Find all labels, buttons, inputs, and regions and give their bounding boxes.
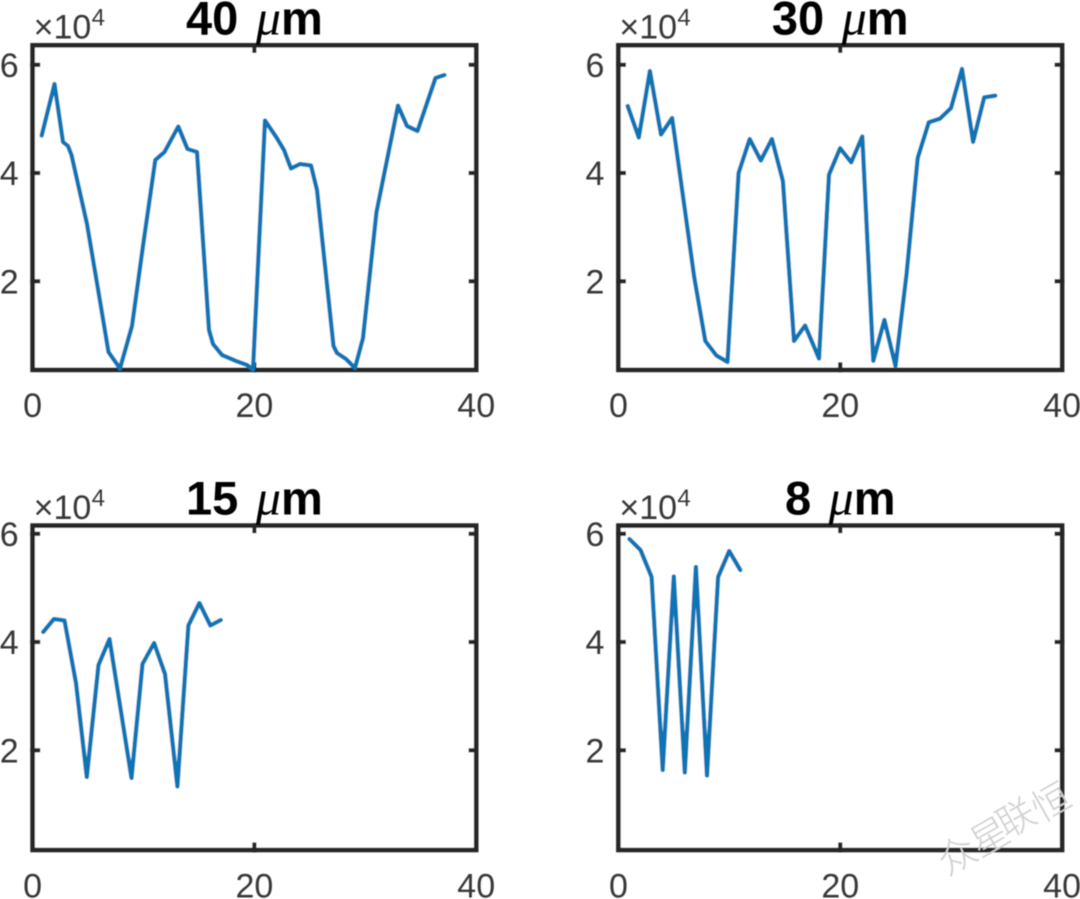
svg-text:40: 40 <box>1043 867 1080 899</box>
svg-text:4: 4 <box>677 5 690 32</box>
svg-text:20: 20 <box>235 387 273 425</box>
svg-text:2: 2 <box>0 263 19 301</box>
svg-text:40: 40 <box>1043 387 1080 425</box>
svg-text:15 μm: 15 μm <box>186 470 323 526</box>
svg-text:0: 0 <box>609 867 628 899</box>
svg-text:40: 40 <box>457 867 495 899</box>
svg-text:×10: ×10 <box>34 489 92 527</box>
svg-text:40 μm: 40 μm <box>186 0 323 45</box>
svg-text:6: 6 <box>585 516 604 554</box>
svg-text:4: 4 <box>677 485 690 512</box>
svg-text:8 μm: 8 μm <box>785 470 896 526</box>
svg-text:4: 4 <box>92 5 105 32</box>
svg-text:4: 4 <box>585 155 604 193</box>
svg-text:0: 0 <box>609 387 628 425</box>
svg-text:×10: ×10 <box>34 9 92 47</box>
svg-text:4: 4 <box>0 155 19 193</box>
svg-text:20: 20 <box>821 867 859 899</box>
svg-text:6: 6 <box>585 47 604 85</box>
svg-text:20: 20 <box>235 867 273 899</box>
svg-text:2: 2 <box>0 732 19 770</box>
svg-text:4: 4 <box>92 485 105 512</box>
svg-text:30 μm: 30 μm <box>772 0 909 45</box>
svg-text:0: 0 <box>23 867 42 899</box>
svg-text:×10: ×10 <box>619 489 677 527</box>
svg-text:4: 4 <box>0 624 19 662</box>
svg-text:×10: ×10 <box>619 9 677 47</box>
svg-text:4: 4 <box>585 624 604 662</box>
svg-text:0: 0 <box>23 387 42 425</box>
svg-text:40: 40 <box>457 387 495 425</box>
svg-text:2: 2 <box>585 263 604 301</box>
svg-text:2: 2 <box>585 732 604 770</box>
svg-text:6: 6 <box>0 516 19 554</box>
svg-text:6: 6 <box>0 47 19 85</box>
svg-text:20: 20 <box>821 387 859 425</box>
